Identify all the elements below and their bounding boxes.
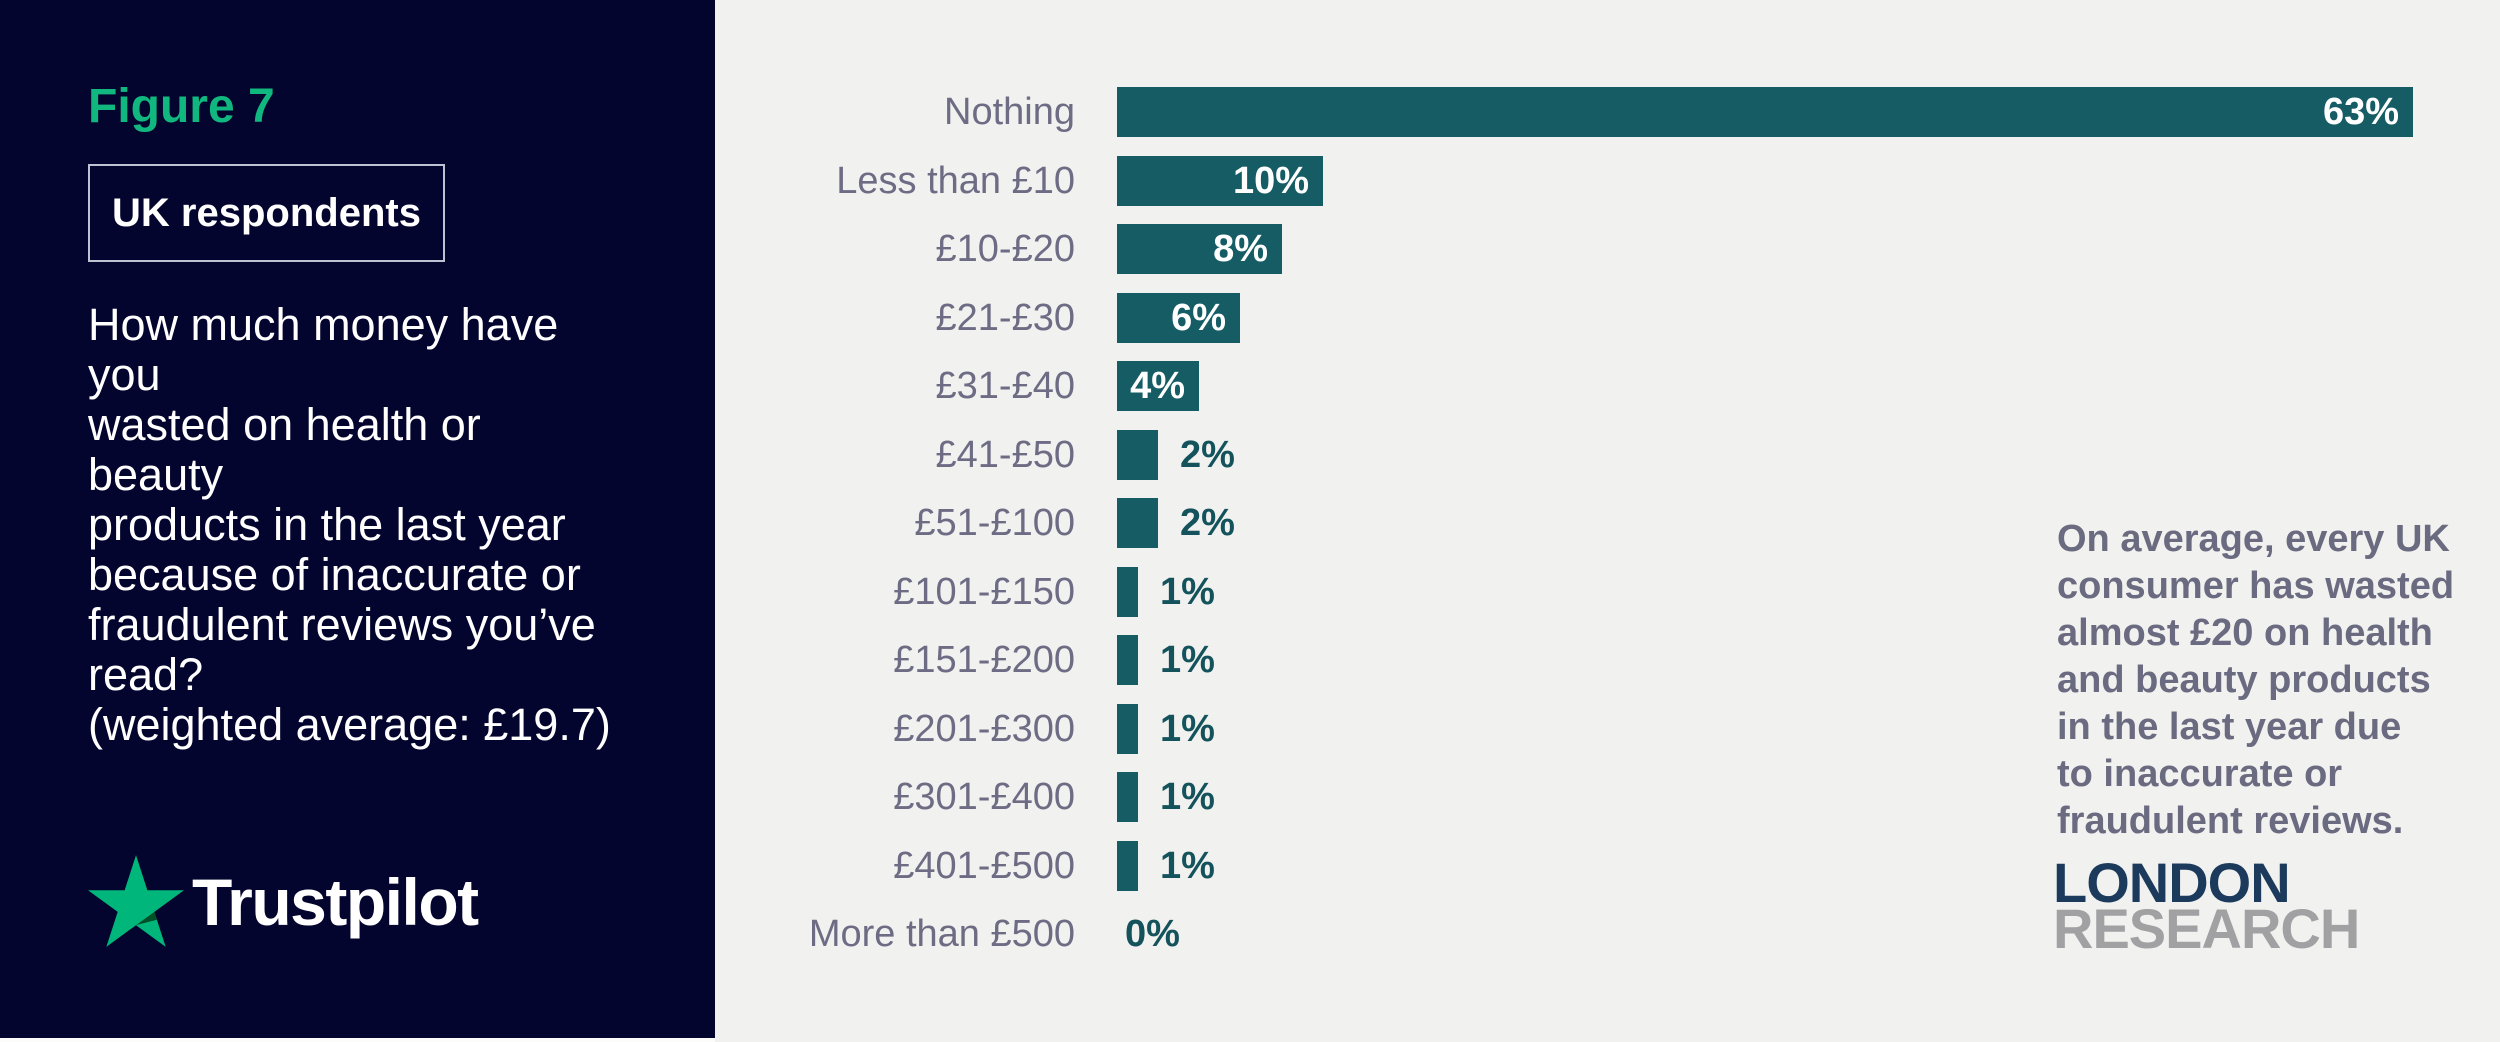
value-label: 1% [1160,639,1215,681]
bar [1117,840,1138,891]
bar: 4% [1117,361,1199,411]
bar: 8% [1117,224,1282,274]
chart-row: Less than £10 10% [0,155,2500,206]
chart-row: £101-£150 1% [0,566,2500,617]
category-label: £21-£30 [935,296,1075,339]
bar [1117,772,1138,822]
bar [1117,566,1138,617]
bar: 10% [1117,155,1323,206]
chart-row: £301-£400 1% [0,772,2500,822]
chart-row: £21-£30 6% [0,292,2500,343]
category-label: £10-£20 [935,228,1075,270]
chart-row: £151-£200 1% [0,635,2500,685]
bar [1117,429,1158,480]
value-label: 1% [1160,776,1215,818]
value-label: 10% [1232,159,1309,202]
value-label: 1% [1160,570,1215,613]
bar: 6% [1117,292,1240,343]
bar: 63% [1117,87,2413,137]
value-label: 2% [1180,502,1235,544]
key-insight-note: On average, every UK consumer has wasted… [2057,518,2455,842]
london-research-logo: LONDON RESEARCH [2053,851,2453,960]
value-label: 4% [1130,365,1185,407]
trustpilot-star-icon [88,855,184,952]
category-label: £401-£500 [893,844,1075,887]
chart-row: £41-£50 2% [0,429,2500,480]
category-label: £301-£400 [893,776,1075,818]
bar [1117,498,1158,548]
panel-bottom-strip [0,1038,715,1042]
category-label: £41-£50 [935,433,1075,476]
category-label: More than £500 [808,913,1075,955]
value-label: 1% [1160,844,1215,887]
category-label: Nothing [944,91,1075,133]
london-research-logo-line2: RESEARCH [2053,897,2360,960]
value-label: 0% [1125,913,1180,955]
value-label: 2% [1180,433,1235,476]
respondents-badge-label: UK respondents [112,190,421,235]
chart-row: £31-£40 4% [0,361,2500,411]
chart-row: £401-£500 1% [0,840,2500,891]
trustpilot-logo: Trustpilot [88,853,628,963]
category-label: £151-£200 [893,639,1075,681]
trustpilot-wordmark: Trustpilot [192,865,479,939]
bar [1117,703,1138,754]
category-label: £101-£150 [893,570,1075,613]
chart-row: £51-£100 2% [0,498,2500,548]
chart-row: £201-£300 1% [0,703,2500,754]
respondents-badge: UK respondents [88,164,445,262]
chart-row: £10-£20 8% [0,224,2500,274]
value-label: 63% [2322,91,2399,133]
value-label: 1% [1160,707,1215,750]
chart-row: Nothing 63% [0,87,2500,137]
value-label: 6% [1171,296,1226,339]
category-label: £31-£40 [935,365,1075,407]
survey-question: How much money have you wasted on health… [88,299,611,750]
chart-row: More than £500 0% [0,909,2500,959]
london-research-logo-line1: LONDON [2053,851,2291,914]
category-label: Less than £10 [836,159,1075,202]
value-label: 8% [1213,228,1268,270]
bar [1117,635,1138,685]
left-panel: Figure 7 UK respondents How much money h… [0,0,715,1038]
figure-label: Figure 7 [88,80,275,133]
category-label: £51-£100 [914,502,1075,544]
category-label: £201-£300 [893,707,1075,750]
